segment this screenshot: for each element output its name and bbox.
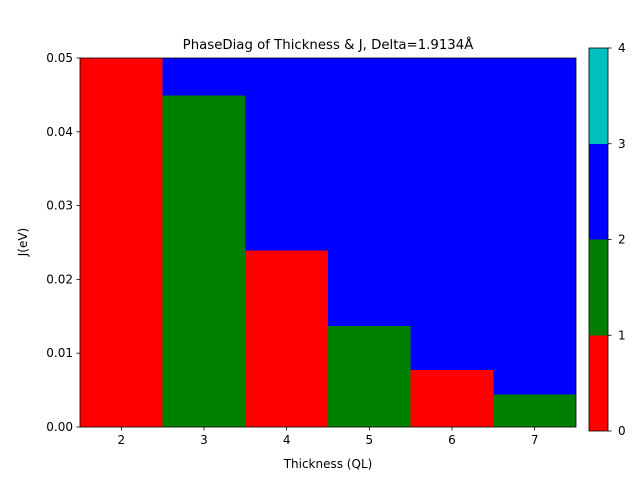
phase-cell-upper-6	[410, 58, 494, 371]
x-axis-label: Thickness (QL)	[283, 457, 373, 471]
phase-cell-lower-5	[328, 325, 411, 427]
x-tick-label: 6	[448, 433, 456, 447]
colorbar-tick-label: 1	[618, 328, 626, 342]
phase-cell-lower-3	[162, 95, 246, 427]
colorbar-tick-label: 0	[618, 424, 626, 438]
phase-cell-upper-7	[493, 58, 576, 395]
x-axis-ticks: 2 3 4 5 6 7	[118, 427, 539, 447]
x-tick-label: 7	[531, 433, 539, 447]
colorbar-segment	[589, 239, 608, 336]
y-tick-label: 0.04	[46, 125, 73, 139]
phase-cell-lower-4	[245, 250, 328, 427]
x-tick-label: 3	[200, 433, 208, 447]
heatmap-cells	[80, 58, 576, 427]
x-tick-label: 2	[118, 433, 126, 447]
y-tick-label: 0.03	[46, 199, 73, 213]
plot-frame	[79, 57, 577, 428]
chart-title: PhaseDiag of Thickness & J, Delta=1.9134…	[183, 36, 474, 53]
y-tick-label: 0.00	[46, 420, 73, 434]
y-tick-label: 0.02	[46, 272, 73, 286]
colorbar-segment	[589, 48, 608, 144]
phase-cell-lower-7	[493, 394, 576, 427]
y-tick-label: 0.01	[46, 346, 73, 360]
colorbar-segment	[589, 335, 608, 431]
y-axis-ticks: 0.00 0.01 0.02 0.03 0.04 0.05	[46, 51, 80, 434]
colorbar-tick-label: 3	[618, 137, 626, 151]
colorbar-tick-label: 4	[618, 41, 626, 55]
phase-cell-lower-6	[410, 370, 494, 427]
phase-cell-upper-5	[328, 58, 411, 326]
colorbar-segment	[589, 143, 608, 240]
phase-cell-upper-4	[245, 58, 328, 251]
colorbar-tick-label: 2	[618, 233, 626, 247]
y-axis-label: J(eV)	[16, 228, 30, 258]
x-tick-label: 5	[366, 433, 374, 447]
colorbar: 0 1 2 3 4	[588, 41, 626, 438]
phase-cell-upper-3	[162, 58, 246, 96]
phase-cell-lower-2	[80, 58, 163, 427]
y-tick-label: 0.05	[46, 51, 73, 65]
x-tick-label: 4	[283, 433, 291, 447]
